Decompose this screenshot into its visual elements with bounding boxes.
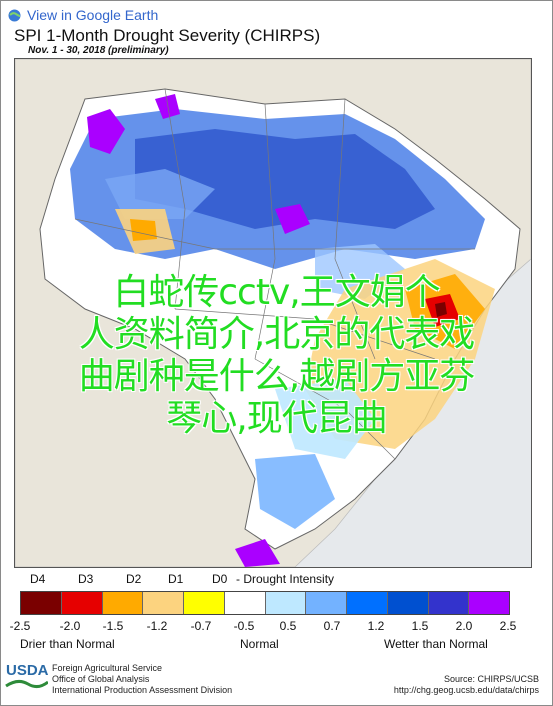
tick-label: -1.5 xyxy=(102,619,124,633)
drought-map xyxy=(14,58,532,568)
tick-label: -2.0 xyxy=(59,619,81,633)
tick-label: 0.7 xyxy=(323,619,341,633)
swatch xyxy=(387,592,429,614)
code-d1: D1 xyxy=(168,572,184,586)
agency-line: Foreign Agricultural Service xyxy=(52,663,163,673)
google-earth-link[interactable]: View in Google Earth xyxy=(8,6,158,24)
swatch xyxy=(184,592,225,614)
drier-label: Drier than Normal xyxy=(20,637,115,651)
source-label: Source: CHIRPS/UCSB xyxy=(443,674,539,684)
swatch xyxy=(469,592,509,614)
tick-label: 2.0 xyxy=(455,619,473,633)
tick-label: 1.5 xyxy=(411,619,429,633)
swatch xyxy=(428,592,470,614)
swatch xyxy=(306,592,347,614)
color-scale xyxy=(20,591,510,615)
overlay-line-2: 人资料简介,北京的代表戏 xyxy=(78,314,475,355)
tick-label: -0.5 xyxy=(233,619,255,633)
code-d3: D3 xyxy=(78,572,94,586)
map-title: SPI 1-Month Drought Severity (CHIRPS) xyxy=(14,26,321,45)
swatch xyxy=(61,592,103,614)
map-subtitle: Nov. 1 - 30, 2018 (preliminary) xyxy=(28,45,169,56)
tick-label: 1.2 xyxy=(367,619,385,633)
code-d4: D4 xyxy=(30,572,46,586)
drought-caption: - Drought Intensity xyxy=(236,572,335,586)
tick-label: -0.7 xyxy=(190,619,212,633)
swatch xyxy=(102,592,144,614)
wetter-label: Wetter than Normal xyxy=(384,637,488,651)
agency-line: International Production Assessment Divi… xyxy=(52,685,233,695)
overlay-text: 白蛇传cctv,王文娟个 人资料简介,北京的代表戏 曲剧种是什么,越剧方亚芬 琴… xyxy=(0,272,553,440)
overlay-line-4: 琴心,现代昆曲 xyxy=(166,398,387,439)
swatch xyxy=(224,592,266,614)
globe-icon xyxy=(8,9,21,22)
drought-codes: D4 D3 D2 D1 D0 - Drought Intensity xyxy=(0,572,553,586)
swatch xyxy=(143,592,184,614)
code-d0: D0 xyxy=(212,572,228,586)
normal-label: Normal xyxy=(240,637,279,651)
source-url[interactable]: http://chg.geog.ucsb.edu/data/chirps xyxy=(393,685,539,695)
tick-label: 0.5 xyxy=(279,619,297,633)
tick-label: 2.5 xyxy=(499,619,517,633)
agency-block: Foreign Agricultural Service Office of G… xyxy=(52,663,232,696)
tick-label: -1.2 xyxy=(146,619,168,633)
overlay-line-3: 曲剧种是什么,越剧方亚芬 xyxy=(78,356,475,397)
agency-line: Office of Global Analysis xyxy=(52,674,150,684)
google-earth-link-label[interactable]: View in Google Earth xyxy=(27,7,159,23)
overlay-line-1: 白蛇传cctv,王文娟个 xyxy=(113,272,440,313)
usda-logo: USDA xyxy=(4,662,49,696)
swatch xyxy=(347,592,388,614)
source-block: Source: CHIRPS/UCSB http://chg.geog.ucsb… xyxy=(394,674,539,696)
swatch xyxy=(265,592,307,614)
swatch xyxy=(21,592,62,614)
code-d2: D2 xyxy=(126,572,142,586)
footer: USDA Foreign Agricultural Service Office… xyxy=(0,660,553,704)
tick-label: -2.5 xyxy=(9,619,31,633)
